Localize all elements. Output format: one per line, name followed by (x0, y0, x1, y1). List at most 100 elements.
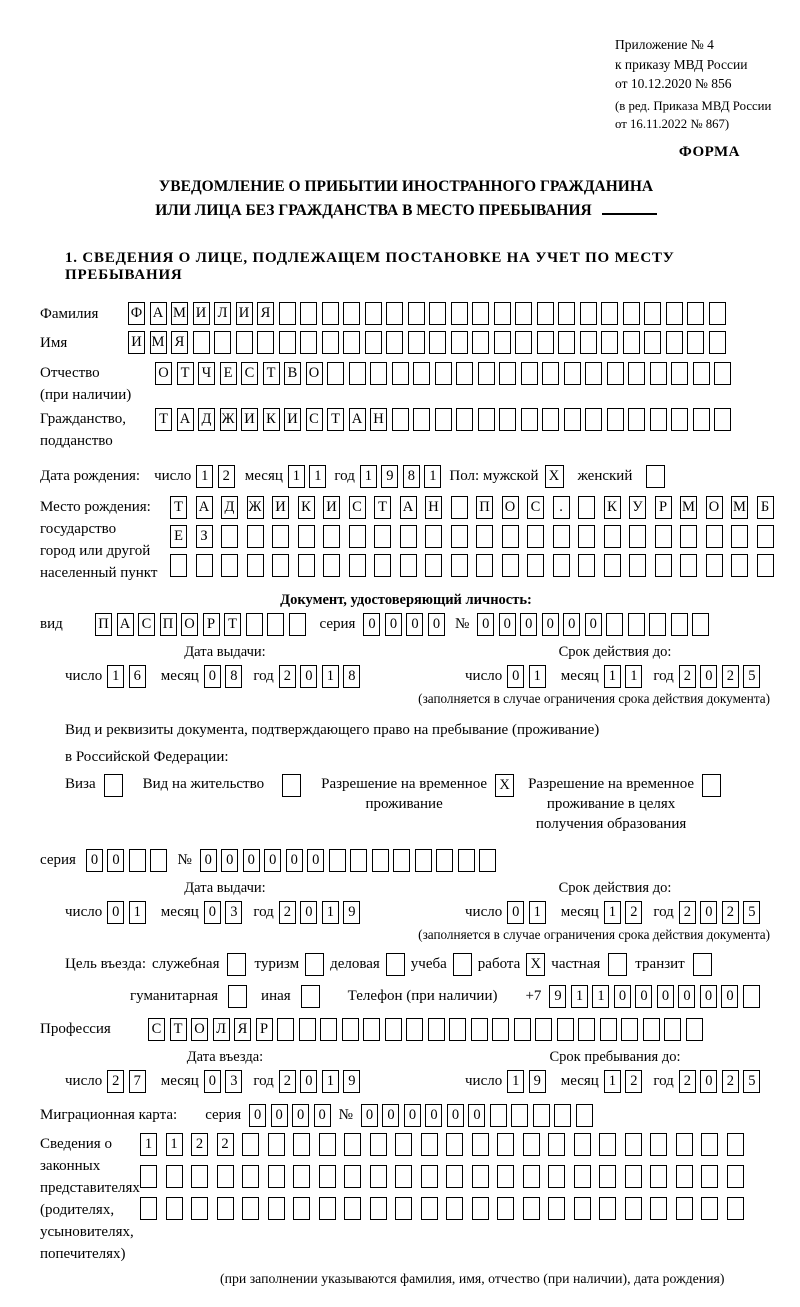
char-cell: Т (176, 362, 194, 386)
char-cell: 2 (721, 664, 739, 688)
char-cell (246, 554, 264, 578)
char-cell: Т (169, 1017, 187, 1041)
char-cell: 0 (292, 1103, 310, 1127)
char-cell (742, 984, 760, 1008)
char-cell (731, 525, 748, 549)
appendix-reference-block: Приложение № 4 к приказу МВД России от 1… (615, 35, 772, 134)
char-cell (165, 1165, 183, 1189)
char-cell (369, 1165, 387, 1189)
char-cell (395, 1165, 412, 1189)
birth-place-label-settlement: населенный пункт (40, 565, 158, 582)
char-cell: Я (171, 331, 188, 355)
char-cell (221, 554, 238, 578)
char-cell (756, 525, 774, 549)
char-cell: 0 (85, 848, 103, 872)
char-cell: 1 (309, 464, 327, 488)
char-cell (670, 612, 688, 636)
char-cell (328, 848, 346, 872)
char-cell: 0 (700, 664, 718, 688)
char-cell (242, 1133, 259, 1157)
char-cell: 0 (613, 984, 631, 1008)
char-cell: П (159, 612, 177, 636)
char-cell (624, 1165, 642, 1189)
char-cell (701, 1165, 718, 1189)
year-label: год (253, 668, 274, 685)
char-cell (140, 1165, 157, 1189)
char-cell: 0 (242, 848, 260, 872)
char-cell (520, 362, 538, 386)
birth-place-label-city: город или другой (40, 543, 151, 560)
char-cell (579, 331, 597, 355)
char-cell: А (399, 496, 417, 520)
char-cell: А (176, 408, 194, 432)
patronymic-label: Отчество (40, 365, 100, 382)
char-cell: Е (170, 525, 187, 549)
char-cell: 0 (520, 612, 538, 636)
char-cell: О (155, 362, 172, 386)
char-cell: 0 (507, 900, 525, 924)
char-cell: 2 (278, 900, 296, 924)
char-cell (680, 525, 697, 549)
char-cell (603, 554, 621, 578)
char-cell: 0 (425, 1103, 443, 1127)
char-cell (318, 1133, 336, 1157)
char-cell (708, 302, 726, 326)
citizenship-sublabel: подданство (40, 433, 113, 450)
char-cell: С (305, 408, 323, 432)
char-cell (216, 1197, 234, 1221)
char-cell (675, 1197, 693, 1221)
char-cell: 0 (427, 612, 445, 636)
char-cell: 9 (381, 464, 399, 488)
residence-doc-options: Виза Вид на жительство Разрешение на вре… (65, 774, 772, 834)
checkbox-transit (692, 952, 712, 976)
char-cell (573, 1197, 591, 1221)
char-cell (664, 1017, 681, 1041)
checkbox-residence-permit (282, 774, 302, 798)
residence-series-label: серия (40, 852, 76, 869)
migration-card-label: Миграционная карта: (40, 1107, 178, 1124)
appendix-line: к приказу МВД России (615, 56, 748, 72)
char-cell (450, 554, 468, 578)
reps-label-line: попечителях) (40, 1246, 126, 1263)
char-cell (321, 302, 339, 326)
char-cell (320, 1017, 337, 1041)
char-cell (472, 302, 489, 326)
edu-permit-label-line: Разрешение на временное (528, 776, 695, 793)
char-cell (685, 1017, 703, 1041)
given-name-label: Имя (40, 335, 68, 352)
char-cell: Р (654, 496, 672, 520)
char-cell (407, 331, 425, 355)
char-cell: 1 (592, 984, 610, 1008)
char-cell: 1 (287, 464, 305, 488)
sex-male-label: Пол: мужской (449, 468, 539, 485)
char-cell (446, 1165, 463, 1189)
char-cell (536, 331, 554, 355)
char-cell (364, 331, 382, 355)
char-cell (726, 1197, 744, 1221)
char-cell: С (241, 362, 258, 386)
phone-label: Телефон (при наличии) (347, 988, 498, 1005)
char-cell: 1 (603, 1069, 621, 1093)
char-cell: 6 (128, 664, 146, 688)
char-cell: М (731, 496, 748, 520)
char-cell: А (348, 408, 366, 432)
char-cell: 5 (743, 900, 761, 924)
char-cell (278, 302, 296, 326)
char-cell (479, 848, 497, 872)
char-cell: 1 (107, 664, 125, 688)
appendix-line: от 10.12.2020 № 856 (615, 76, 732, 92)
char-cell (585, 408, 602, 432)
char-cell (429, 302, 446, 326)
char-cell (536, 302, 554, 326)
